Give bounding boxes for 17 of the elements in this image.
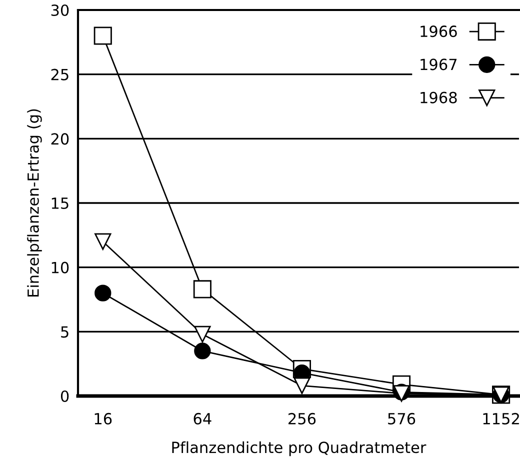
x-axis-title: Pflanzendichte pro Quadratmeter	[172, 441, 426, 456]
y-tick-label: 0	[60, 390, 69, 402]
y-tick-label: 30	[51, 4, 69, 16]
x-tick-label: 1152	[483, 412, 519, 424]
x-tick-label: 64	[194, 412, 212, 424]
y-tick-label: 15	[52, 198, 68, 210]
x-tick-label: 576	[388, 412, 416, 424]
legend-label: 1967	[420, 58, 457, 70]
y-tick-label: 5	[61, 326, 68, 338]
y-tick-label: 10	[52, 262, 69, 274]
y-tick-label: 20	[51, 133, 69, 145]
x-tick-label: 256	[288, 412, 316, 424]
y-tick-label: 25	[51, 68, 68, 80]
legend-label: 1968	[420, 92, 457, 104]
legend-label: 1966	[420, 26, 457, 38]
x-tick-label: 16	[94, 412, 112, 424]
y-axis-title: Einzelpflanzen-Ertrag (g)	[27, 109, 42, 296]
